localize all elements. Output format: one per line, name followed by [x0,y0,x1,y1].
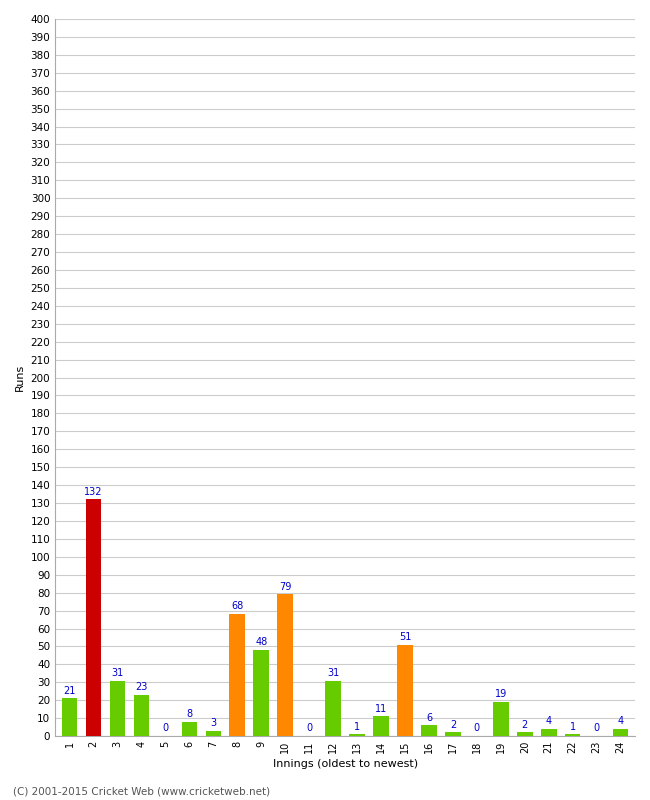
Text: 8: 8 [187,709,192,719]
Text: 19: 19 [495,690,507,699]
Bar [541,729,556,736]
X-axis label: Innings (oldest to newest): Innings (oldest to newest) [272,759,418,769]
Text: 1: 1 [569,722,576,732]
Bar [254,650,269,736]
Bar [565,734,580,736]
Text: 3: 3 [210,718,216,728]
Bar [110,681,125,736]
Bar [325,681,341,736]
Bar [229,614,245,736]
Bar [86,499,101,736]
Text: 68: 68 [231,602,243,611]
Text: 6: 6 [426,713,432,722]
Text: 21: 21 [63,686,76,696]
Bar [613,729,629,736]
Text: 48: 48 [255,638,267,647]
Text: 31: 31 [111,668,124,678]
Text: 4: 4 [618,716,624,726]
Text: 0: 0 [306,723,312,734]
Bar [517,733,532,736]
Bar [493,702,508,736]
Bar [205,730,221,736]
Text: 23: 23 [135,682,148,692]
Bar [62,698,77,736]
Text: 51: 51 [399,632,411,642]
Text: 132: 132 [84,486,103,497]
Text: 79: 79 [279,582,291,592]
Text: 2: 2 [522,720,528,730]
Text: 1: 1 [354,722,360,732]
Bar [397,645,413,736]
Bar [373,716,389,736]
Text: 31: 31 [327,668,339,678]
Text: 0: 0 [593,723,600,734]
Bar [445,733,461,736]
Text: 0: 0 [162,723,168,734]
Bar [278,594,293,736]
Text: (C) 2001-2015 Cricket Web (www.cricketweb.net): (C) 2001-2015 Cricket Web (www.cricketwe… [13,786,270,796]
Text: 2: 2 [450,720,456,730]
Bar [134,695,150,736]
Text: 4: 4 [546,716,552,726]
Text: 11: 11 [375,704,387,714]
Bar [181,722,197,736]
Y-axis label: Runs: Runs [15,364,25,391]
Bar [349,734,365,736]
Bar [421,726,437,736]
Text: 0: 0 [474,723,480,734]
